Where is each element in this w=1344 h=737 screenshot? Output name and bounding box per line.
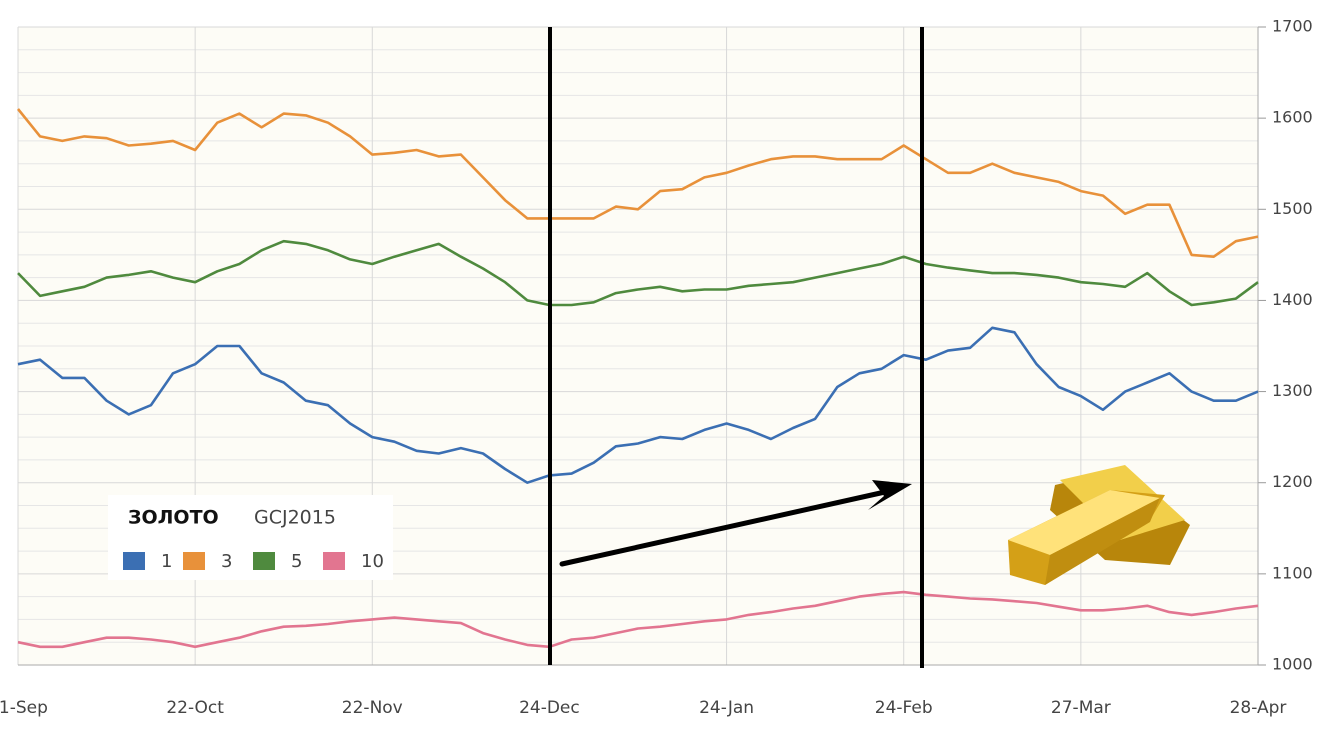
- series-line: [16, 108, 1259, 258]
- series-line: [17, 590, 1259, 649]
- y-tick-label: 1700: [1272, 17, 1313, 36]
- legend-swatch: [183, 552, 205, 570]
- x-tick-label: 24-Jan: [699, 698, 754, 718]
- y-tick-label: 1300: [1272, 381, 1313, 400]
- legend-label: 1: [161, 551, 172, 572]
- x-tick-label: 24-Dec: [519, 698, 580, 718]
- legend-swatch: [253, 552, 275, 570]
- legend-title: ЗОЛОТО: [128, 507, 219, 529]
- gold-bars-icon: [1008, 465, 1190, 585]
- x-tick-label: 27-Mar: [1051, 698, 1111, 718]
- arrow-head: [868, 480, 912, 510]
- y-tick-label: 1000: [1272, 655, 1313, 674]
- legend-label: 5: [291, 551, 302, 572]
- x-tick-label: 22-Oct: [166, 698, 224, 718]
- series-line: [17, 239, 1259, 307]
- legend-box: [108, 495, 393, 580]
- y-tick-label: 1500: [1272, 199, 1313, 218]
- legend: 1 3 5 10: [123, 551, 384, 572]
- legend-label: 10: [361, 551, 384, 572]
- x-tick-label: 24-Feb: [875, 698, 933, 718]
- annotation-arrow: [559, 489, 888, 567]
- legend-label: 3: [221, 551, 232, 572]
- legend-subtitle: GCJ2015: [254, 507, 336, 529]
- y-tick-label: 1600: [1272, 108, 1313, 127]
- x-tick-label: 22-Nov: [342, 698, 403, 718]
- lines: [16, 108, 1259, 649]
- x-tick-label: 28-Apr: [1230, 698, 1287, 718]
- x-tick-label: 21-Sep: [0, 698, 48, 718]
- legend-swatch: [123, 552, 145, 570]
- series-line: [17, 326, 1259, 484]
- legend-swatch: [323, 552, 345, 570]
- y-tick-label: 1200: [1272, 472, 1313, 491]
- y-tick-label: 1100: [1272, 563, 1313, 582]
- y-tick-label: 1400: [1272, 290, 1313, 309]
- top-box: [495, 10, 780, 26]
